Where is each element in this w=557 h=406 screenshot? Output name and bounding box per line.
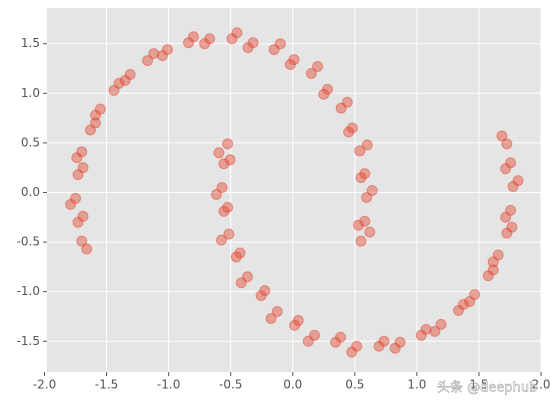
point xyxy=(335,331,347,343)
point xyxy=(210,188,222,200)
point xyxy=(500,211,512,223)
y-tick-label: -1.5 xyxy=(17,334,40,348)
point xyxy=(355,172,367,184)
point xyxy=(378,335,390,347)
x-tick-label: -2.0 xyxy=(33,378,56,392)
point xyxy=(457,299,469,311)
plot-area xyxy=(47,8,541,372)
point xyxy=(435,318,447,330)
point xyxy=(199,38,211,50)
point xyxy=(305,67,317,79)
point xyxy=(506,221,518,233)
point xyxy=(242,42,254,54)
point xyxy=(274,38,286,50)
point xyxy=(364,226,376,238)
point xyxy=(487,256,499,268)
point xyxy=(213,147,225,159)
point xyxy=(81,243,93,255)
x-tick-label: 2.0 xyxy=(531,378,550,392)
point xyxy=(341,96,353,108)
y-tick-label: 1.0 xyxy=(21,86,40,100)
point xyxy=(142,55,154,67)
point xyxy=(355,235,367,247)
point xyxy=(464,296,476,308)
point xyxy=(148,48,160,60)
point xyxy=(361,139,373,151)
x-tick-label: 0.0 xyxy=(283,378,302,392)
x-tick-label: -1.5 xyxy=(95,378,118,392)
y-tick-label: -0.5 xyxy=(17,235,40,249)
point xyxy=(501,138,513,150)
point xyxy=(366,184,378,196)
point xyxy=(500,163,512,175)
points xyxy=(65,27,524,358)
y-tick-label: 0.0 xyxy=(21,185,40,199)
y-tick-label: -1.0 xyxy=(17,284,40,298)
point xyxy=(89,109,101,121)
point xyxy=(222,201,234,213)
point xyxy=(359,215,371,227)
point xyxy=(65,198,77,210)
point xyxy=(353,219,365,231)
point xyxy=(343,126,355,138)
point xyxy=(218,158,230,170)
point xyxy=(420,323,432,335)
point xyxy=(354,145,366,157)
point xyxy=(187,31,199,43)
point xyxy=(512,175,524,187)
point xyxy=(224,154,236,166)
y-tick-label: 1.5 xyxy=(21,36,40,50)
point xyxy=(429,325,441,337)
point xyxy=(156,50,168,62)
point xyxy=(312,61,324,73)
point xyxy=(71,152,83,164)
x-tick-label: 1.0 xyxy=(407,378,426,392)
point xyxy=(302,335,314,347)
x-tick-label: -1.0 xyxy=(157,378,180,392)
point xyxy=(77,162,89,174)
grid xyxy=(47,8,542,372)
point xyxy=(318,88,330,100)
y-tick-label: 0.5 xyxy=(21,135,40,149)
x-tick-label: 0.5 xyxy=(345,378,364,392)
point xyxy=(113,77,125,89)
point xyxy=(77,210,89,222)
point xyxy=(284,59,296,71)
point xyxy=(265,312,277,324)
watermark: 头条 @deephub xyxy=(437,380,537,396)
point xyxy=(89,117,101,129)
point xyxy=(222,138,234,150)
point xyxy=(487,264,499,276)
point xyxy=(119,74,131,86)
point xyxy=(223,228,235,240)
x-tick-label: -0.5 xyxy=(219,378,242,392)
x-tick-label: 1.5 xyxy=(469,378,488,392)
point xyxy=(234,247,246,259)
point xyxy=(231,27,243,39)
point xyxy=(259,285,271,297)
point xyxy=(76,235,88,247)
point xyxy=(292,314,304,326)
point xyxy=(235,277,247,289)
point xyxy=(389,342,401,354)
point xyxy=(215,234,227,246)
point xyxy=(346,346,358,358)
point xyxy=(271,305,283,317)
point xyxy=(496,130,508,142)
